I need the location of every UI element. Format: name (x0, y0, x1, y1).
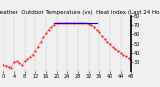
Title: Milwaukee Weather  Outdoor Temperature (vs)  Heat Index (Last 24 Hours): Milwaukee Weather Outdoor Temperature (v… (0, 10, 160, 15)
